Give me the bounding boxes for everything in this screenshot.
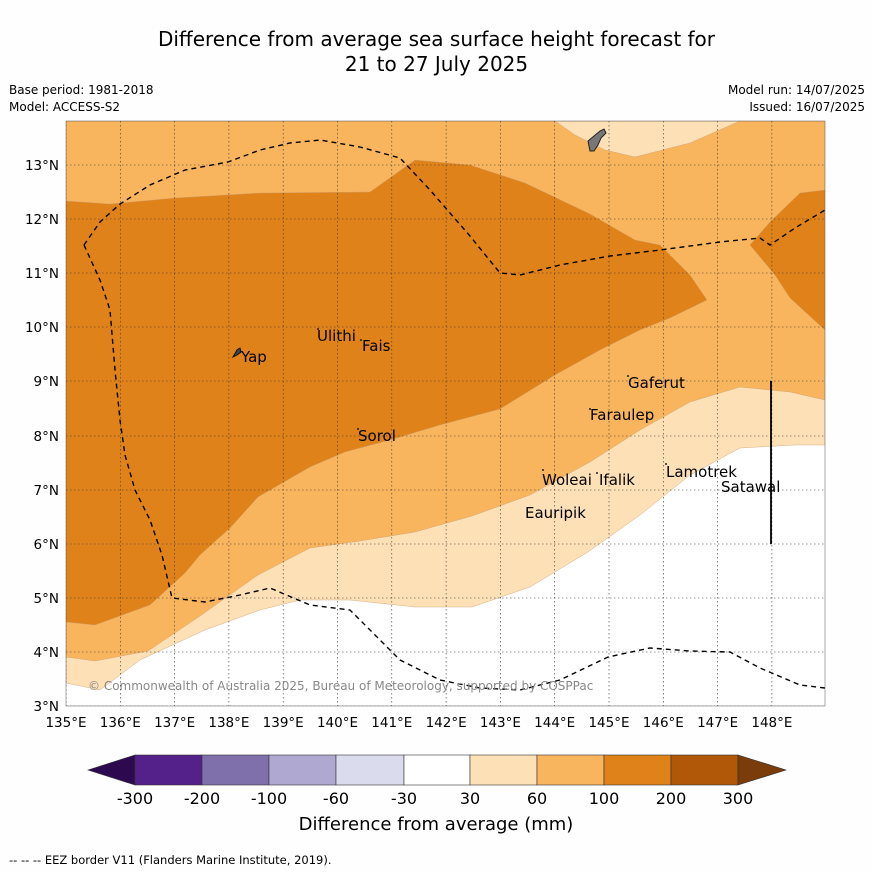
map-area: Yap Ulithi Fais Sorol Gaferut Faraulep W… <box>66 121 825 706</box>
colorbar-segment-4 <box>335 754 405 786</box>
y-tick-11: 11°N <box>25 266 59 282</box>
y-tick-9: 9°N <box>34 374 59 390</box>
place-label-eauripik: Eauripik <box>525 504 586 522</box>
place-label-satawal: Satawal <box>721 478 780 496</box>
map-title: Difference from average sea surface heig… <box>0 27 873 77</box>
colorbar <box>87 754 788 786</box>
place-label-faraulep: Faraulep <box>590 406 654 424</box>
band-100-200 <box>66 159 708 626</box>
yap-island <box>231 347 242 359</box>
colorbar-label: -30 <box>391 789 417 808</box>
x-tick-135: 135°E <box>45 715 86 731</box>
y-tick-5: 5°N <box>34 591 59 607</box>
place-label-lamotrek: Lamotrek <box>666 463 737 481</box>
place-label-ifalik: Ifalik <box>599 471 635 489</box>
copyright-text: © Commonwealth of Australia 2025, Bureau… <box>88 679 593 693</box>
colorbar-segment-6 <box>469 754 538 786</box>
y-tick-4: 4°N <box>34 645 59 661</box>
meta-right: Model run: 14/07/2025 Issued: 16/07/2025 <box>728 82 865 116</box>
x-tick-145: 145°E <box>588 715 629 731</box>
colorbar-segment-2 <box>201 754 270 786</box>
colorbar-label: 300 <box>723 789 754 808</box>
y-tick-10: 10°N <box>25 320 59 336</box>
place-label-gaferut: Gaferut <box>628 374 685 392</box>
place-label-ulithi: Ulithi <box>317 327 356 345</box>
colorbar-under-arrow <box>87 754 136 786</box>
gridlines <box>66 121 825 706</box>
place-label-woleai: Woleai <box>542 471 592 489</box>
colorbar-segment-5 <box>403 754 471 786</box>
x-tick-142: 142°E <box>426 715 467 731</box>
title-line-1: Difference from average sea surface heig… <box>157 27 716 51</box>
map-frame <box>65 120 826 707</box>
atoll-dots <box>317 328 667 474</box>
title-line-2: 21 to 27 July 2025 <box>344 52 529 76</box>
x-tick-148: 148°E <box>751 715 792 731</box>
colorbar-labels: -300 -200 -100 -60 -30 30 60 100 200 300 <box>117 789 753 808</box>
colorbar-label: 200 <box>656 789 687 808</box>
meta-left: Base period: 1981-2018 Model: ACCESS-S2 <box>9 82 154 116</box>
x-tick-146: 146°E <box>643 715 684 731</box>
colorbar-over-arrow <box>737 754 788 786</box>
colorbar-title: Difference from average (mm) <box>299 814 574 835</box>
colorbar-label: 100 <box>589 789 620 808</box>
y-tick-6: 6°N <box>34 537 59 553</box>
issued-label: Issued: 16/07/2025 <box>749 100 865 114</box>
x-tick-147: 147°E <box>697 715 738 731</box>
y-tick-8: 8°N <box>34 429 59 445</box>
model-label: Model: ACCESS-S2 <box>9 100 121 114</box>
place-label-sorol: Sorol <box>358 427 396 445</box>
colorbar-segment-1 <box>134 754 203 786</box>
colorbar-segment-8 <box>603 754 672 786</box>
y-tick-7: 7°N <box>34 483 59 499</box>
model-run-label: Model run: 14/07/2025 <box>727 83 865 97</box>
x-tick-138: 138°E <box>208 715 249 731</box>
guam-island <box>587 128 607 152</box>
x-tick-140: 140°E <box>317 715 358 731</box>
eez-footnote: -- -- -- EEZ border V11 (Flanders Marine… <box>9 853 332 867</box>
x-tick-137: 137°E <box>154 715 195 731</box>
colorbar-label: -60 <box>323 789 349 808</box>
colorbar-label: 60 <box>527 789 547 808</box>
x-axis-ticks: 135°E 136°E 137°E 138°E 139°E 140°E 141°… <box>45 715 792 731</box>
x-tick-139: 139°E <box>263 715 304 731</box>
colorbar-segment-3 <box>268 754 337 786</box>
x-tick-143: 143°E <box>480 715 521 731</box>
colorbar-segment-7 <box>536 754 605 786</box>
colorbar-label: -200 <box>184 789 220 808</box>
colorbar-label: -300 <box>117 789 153 808</box>
y-tick-12: 12°N <box>25 212 59 228</box>
base-period-label: Base period: 1981-2018 <box>9 83 154 97</box>
y-tick-3: 3°N <box>34 699 59 715</box>
y-tick-13: 13°N <box>25 158 59 174</box>
place-label-yap: Yap <box>240 348 267 366</box>
place-label-fais: Fais <box>362 337 391 355</box>
colorbar-label: -100 <box>251 789 287 808</box>
band-100-200-east <box>749 189 825 331</box>
x-tick-144: 144°E <box>534 715 575 731</box>
colorbar-segment-9 <box>670 754 739 786</box>
eez-border <box>83 139 825 691</box>
x-tick-141: 141°E <box>371 715 412 731</box>
colorbar-label: 30 <box>460 789 480 808</box>
y-axis-ticks: 3°N 4°N 5°N 6°N 7°N 8°N 9°N 10°N 11°N 12… <box>25 158 59 715</box>
x-tick-136: 136°E <box>100 715 141 731</box>
